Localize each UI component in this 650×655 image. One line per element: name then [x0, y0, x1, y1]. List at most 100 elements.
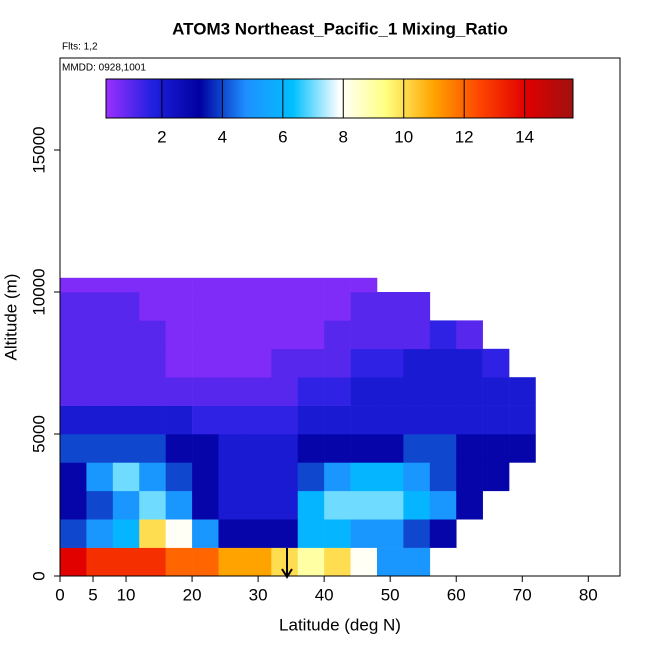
x-tick-label: 5 [88, 585, 97, 604]
x-tick-label: 0 [55, 585, 64, 604]
cell [271, 377, 299, 406]
arrow [281, 548, 293, 579]
cell [324, 547, 351, 577]
cell [297, 490, 325, 520]
cell [112, 348, 140, 378]
cell [297, 348, 325, 378]
cell [86, 547, 114, 577]
cell [509, 377, 536, 406]
cell [271, 462, 299, 492]
cell [60, 320, 87, 350]
cell [139, 405, 166, 435]
cell [350, 377, 378, 406]
cell [324, 490, 351, 520]
cell [165, 462, 193, 492]
cell [456, 405, 483, 435]
cell [350, 292, 378, 321]
cell [244, 292, 272, 321]
cell [165, 434, 193, 463]
cell [429, 490, 457, 520]
cell [86, 277, 114, 293]
cell [86, 519, 114, 548]
cell [192, 519, 219, 548]
cell [429, 519, 457, 548]
cell [60, 277, 87, 293]
cell [350, 434, 378, 463]
cell [509, 405, 536, 435]
cell [112, 277, 140, 293]
cell [324, 405, 351, 435]
y-axis-label: Altitude (m) [1, 274, 20, 361]
cell [86, 462, 114, 492]
cells [60, 277, 536, 577]
cell [376, 519, 404, 548]
cell [244, 490, 272, 520]
cell [271, 277, 299, 293]
cell [165, 405, 193, 435]
cell [244, 462, 272, 492]
cell [192, 462, 219, 492]
cell [112, 434, 140, 463]
cell [271, 292, 299, 321]
cell [112, 292, 140, 321]
cell [139, 292, 166, 321]
cell [482, 405, 510, 435]
x-tick-label: 50 [381, 585, 400, 604]
cell [429, 462, 457, 492]
cell [456, 490, 483, 520]
cell [112, 519, 140, 548]
cell [86, 434, 114, 463]
plot-frame [59, 57, 621, 577]
cell [60, 462, 87, 492]
cell [60, 490, 87, 520]
colorbar-tick-label: 12 [455, 127, 474, 146]
cell [139, 490, 166, 520]
colorbar [105, 78, 574, 119]
cell [376, 462, 404, 492]
cell [376, 377, 404, 406]
x-tick-label: 10 [117, 585, 136, 604]
cell [324, 320, 351, 350]
cell [482, 434, 510, 463]
cell [350, 405, 378, 435]
cell [112, 547, 140, 577]
colorbar-tick-label: 8 [339, 127, 348, 146]
cell [112, 462, 140, 492]
cell [350, 490, 378, 520]
cell [86, 405, 114, 435]
cell [324, 277, 351, 293]
cell [60, 292, 87, 321]
cell [271, 519, 299, 548]
cell [429, 405, 457, 435]
cell [165, 292, 193, 321]
y-tick-label: 10000 [29, 268, 48, 315]
cell [429, 434, 457, 463]
cell [482, 377, 510, 406]
cell [350, 320, 378, 350]
cell [297, 405, 325, 435]
cell [297, 377, 325, 406]
cell [192, 292, 219, 321]
x-tick-label: 30 [249, 585, 268, 604]
cell [60, 405, 87, 435]
cell [218, 405, 246, 435]
cell [403, 490, 431, 520]
colorbar-tick-label: 6 [278, 127, 287, 146]
cell [244, 348, 272, 378]
cell [403, 292, 431, 321]
cell [139, 320, 166, 350]
cell [324, 292, 351, 321]
cell [271, 434, 299, 463]
cell [429, 377, 457, 406]
colorbar-tick-label: 2 [157, 127, 166, 146]
cell [403, 462, 431, 492]
chart-title: ATOM3 Northeast_Pacific_1 Mixing_Ratio [172, 19, 508, 38]
cell [218, 462, 246, 492]
dates: MMDD: 0928,1001 [62, 63, 146, 74]
cell [482, 462, 510, 492]
x-tick-label: 20 [183, 585, 202, 604]
cell [192, 490, 219, 520]
cell [297, 519, 325, 548]
cell [244, 547, 272, 577]
cell [271, 490, 299, 520]
